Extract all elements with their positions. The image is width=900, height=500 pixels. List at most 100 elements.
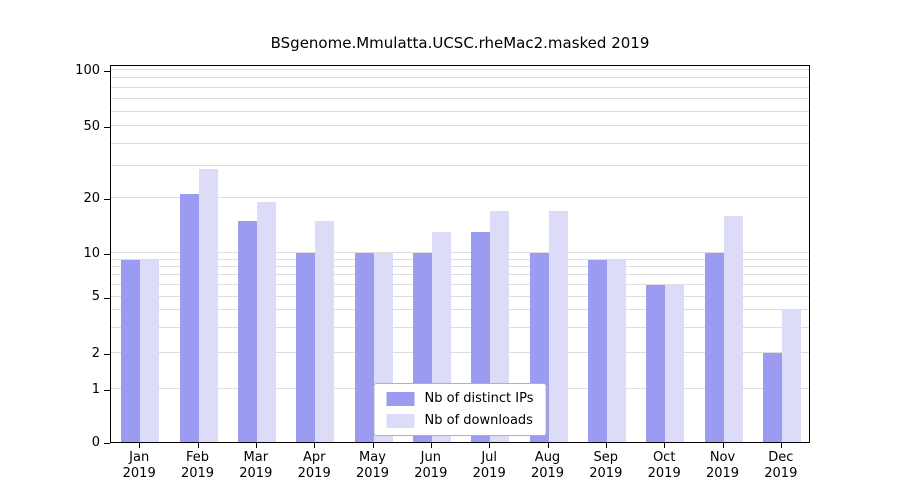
gridline-100 [111, 68, 809, 70]
x-tick-label-year: 2019 [122, 466, 156, 481]
y-tick-mark-20 [104, 199, 110, 201]
x-tick-label-year: 2019 [705, 466, 740, 481]
bar-downloads-jan [140, 259, 160, 442]
x-tick-label-month: Mar [243, 450, 269, 465]
gridline-6 [111, 284, 809, 285]
legend-label-distinct-ips: Nb of distinct IPs [424, 391, 534, 406]
x-tick-label-year: 2019 [530, 466, 565, 481]
x-tick-label-month: Jan [129, 450, 150, 465]
x-tick-label-month: May [359, 450, 386, 465]
gridline-10 [111, 252, 809, 253]
x-tick-label-year: 2019 [355, 466, 390, 481]
y-tick-label-50: 50 [83, 119, 100, 135]
x-tick-label-month: Feb [185, 450, 210, 465]
x-tick-label-month: Oct [652, 450, 676, 465]
gridline-8 [111, 266, 809, 267]
y-tick-mark-2 [104, 354, 110, 356]
bar-distinct-ips-jan [121, 259, 141, 442]
x-tick-mark-may [372, 443, 374, 448]
bar-distinct-ips-mar [237, 220, 257, 442]
x-tick-label-year: 2019 [239, 466, 273, 481]
y-tick-mark-10 [104, 254, 110, 255]
legend: Nb of distinct IPs Nb of downloads [373, 383, 547, 436]
bar-distinct-ips-oct [646, 285, 666, 442]
x-tick-label-aug: Aug 2019 [519, 450, 577, 482]
x-tick-label-may: May 2019 [344, 450, 402, 482]
gridline-4 [111, 309, 809, 311]
x-tick-label-jun: Jun 2019 [402, 450, 460, 482]
x-tick-mark-feb [197, 443, 199, 448]
gridline-5 [111, 295, 809, 297]
x-tick-label-dec: Dec 2019 [752, 450, 810, 482]
bar-distinct-ips-nov [704, 253, 724, 442]
x-tick-mark-jul [489, 443, 491, 448]
bar-distinct-ips-may [354, 253, 374, 442]
x-tick-label-month: Apr [302, 450, 326, 465]
y-tick-label-20: 20 [83, 191, 100, 207]
x-tick-label-year: 2019 [297, 466, 331, 481]
legend-label-downloads: Nb of downloads [424, 413, 533, 428]
x-tick-mark-apr [314, 443, 316, 448]
bar-downloads-nov [723, 215, 743, 442]
x-tick-mark-nov [722, 443, 724, 448]
x-tick-label-month: Nov [709, 450, 736, 465]
legend-item-downloads: Nb of downloads [386, 413, 534, 428]
x-tick-mark-sep [605, 443, 607, 448]
x-tick-label-year: 2019 [414, 466, 448, 481]
y-tick-label-5: 5 [91, 289, 100, 305]
y-tick-label-2: 2 [91, 346, 100, 362]
y-tick-mark-5 [104, 297, 110, 299]
legend-swatch-downloads [386, 413, 415, 428]
x-tick-label-jan: Jan 2019 [110, 450, 168, 482]
x-tick-label-sep: Sep 2019 [577, 450, 635, 482]
bar-downloads-aug [548, 211, 568, 442]
bar-distinct-ips-feb [179, 194, 199, 442]
x-tick-label-month: Jul [481, 450, 498, 465]
y-tick-mark-50 [104, 127, 110, 129]
gridline-30 [111, 165, 809, 167]
gridline-40 [111, 142, 809, 144]
gridline-9 [111, 258, 809, 260]
gridline-3 [111, 327, 809, 329]
gridline-7 [111, 274, 809, 276]
y-tick-label-1: 1 [91, 382, 100, 398]
plot-area: Nb of distinct IPs Nb of downloads [110, 65, 810, 443]
x-tick-label-feb: Feb 2019 [169, 450, 227, 482]
gridline-80 [111, 86, 809, 88]
x-tick-label-year: 2019 [589, 466, 623, 481]
gridline-90 [111, 77, 809, 79]
x-tick-label-jul: Jul 2019 [460, 450, 518, 482]
x-tick-mark-jan [139, 443, 141, 448]
gridline-70 [111, 97, 809, 99]
x-tick-mark-oct [664, 443, 666, 448]
bar-distinct-ips-apr [296, 253, 316, 442]
x-tick-label-oct: Oct 2019 [635, 450, 693, 482]
x-tick-label-apr: Apr 2019 [285, 450, 343, 482]
x-tick-label-month: Aug [534, 450, 561, 465]
x-tick-label-month: Jun [420, 450, 441, 465]
x-tick-label-mar: Mar 2019 [227, 450, 285, 482]
chart-title: BSgenome.Mmulatta.UCSC.rheMac2.masked 20… [270, 34, 650, 52]
bar-distinct-ips-sep [587, 259, 607, 442]
y-tick-mark-100 [104, 70, 110, 72]
y-tick-label-10: 10 [83, 246, 100, 261]
bar-downloads-apr [315, 220, 335, 442]
bar-downloads-oct [665, 285, 685, 442]
x-tick-label-year: 2019 [472, 466, 506, 481]
bar-downloads-dec [781, 310, 801, 442]
x-tick-label-month: Sep [593, 450, 619, 465]
gridline-50 [111, 125, 809, 127]
x-tick-label-nov: Nov 2019 [694, 450, 752, 482]
gridline-2 [111, 352, 809, 354]
x-tick-mark-dec [780, 443, 782, 448]
x-tick-mark-aug [547, 443, 549, 448]
y-tick-mark-1 [104, 390, 110, 392]
y-tick-label-0: 0 [91, 435, 100, 450]
x-tick-mark-jun [430, 443, 432, 448]
bar-downloads-feb [198, 169, 218, 442]
bar-downloads-mar [256, 202, 276, 442]
x-tick-label-year: 2019 [180, 466, 215, 481]
y-tick-label-100: 100 [75, 62, 100, 78]
legend-item-distinct-ips: Nb of distinct IPs [386, 391, 534, 406]
